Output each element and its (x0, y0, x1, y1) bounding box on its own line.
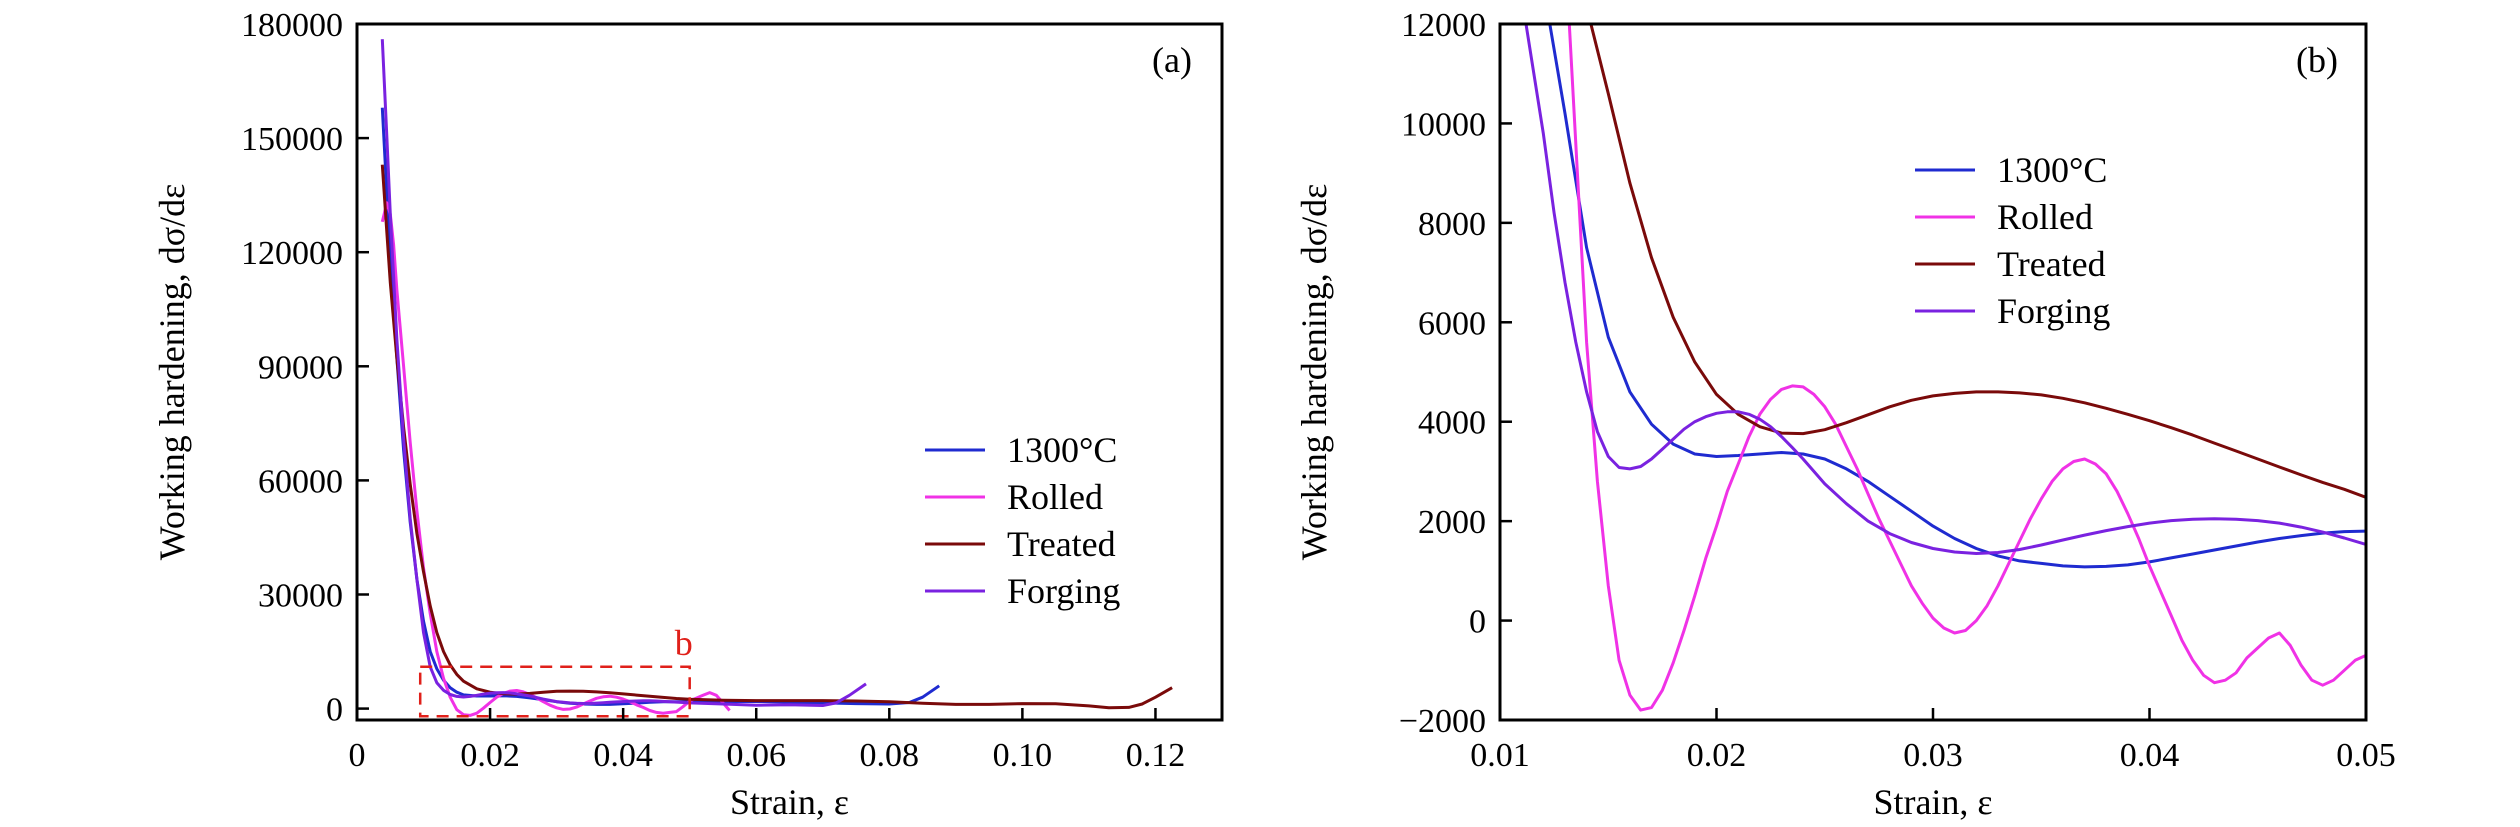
zoom-box-label: b (675, 623, 693, 663)
series-line-a-0 (380, 107, 941, 706)
y-axis-b: −2000 0 2000 4000 6000 8000 10000 12000 (1399, 7, 1512, 740)
series-line-b-3 (1524, 24, 2366, 555)
y-axis-label-a: Working hardening, dσ/dε (152, 184, 192, 561)
legend-entry-label: Forging (1007, 571, 1120, 611)
legend-a: 1300°C Rolled Treated Forging (925, 430, 1120, 611)
x-axis-a: 0 0.02 0.04 0.06 0.08 0.10 0.12 (349, 708, 1186, 774)
zoom-annotation: b (418, 623, 693, 718)
y-axis-label-b: Working hardening, dσ/dε (1294, 184, 1334, 561)
x-tick-label: 0.02 (460, 737, 520, 774)
legend-entry-label: Rolled (1007, 477, 1103, 517)
legend-entry-label: Treated (1997, 244, 2106, 284)
chart-panel-b: 0.01 0.02 0.03 0.04 0.05 −2000 0 2000 4000 6000 8… (1294, 7, 2396, 822)
y-tick-label: 2000 (1418, 504, 1486, 541)
y-tick-label: 30000 (258, 577, 343, 614)
y-tick-label: 8000 (1418, 206, 1486, 243)
y-tick-label: 180000 (241, 7, 343, 44)
y-tick-label: 150000 (241, 121, 343, 158)
legend-entry-label: Treated (1007, 524, 1116, 564)
x-tick-label: 0.06 (726, 737, 786, 774)
y-tick-label: 6000 (1418, 305, 1486, 342)
series-line-b-0 (1548, 24, 2366, 569)
x-axis-label-a: Strain, ε (730, 782, 849, 822)
plot-frame-a (355, 22, 1224, 722)
x-axis-b: 0.01 0.02 0.03 0.04 0.05 (1470, 708, 2396, 774)
x-tick-label: 0.04 (2120, 737, 2180, 774)
legend-entry-label: Rolled (1997, 197, 2093, 237)
x-tick-label: 0.04 (593, 737, 653, 774)
legend-entry-label: 1300°C (1007, 430, 1117, 470)
series-line-b-1 (1567, 24, 2366, 712)
y-tick-label: 0 (326, 692, 343, 729)
chart-panel-a: b 0 0.02 0.04 0.06 0.08 0.10 0.12 0 30000 60000 9… (152, 7, 1224, 822)
x-tick-label: 0.08 (860, 737, 920, 774)
y-tick-label: 120000 (241, 235, 343, 272)
x-tick-label: 0.05 (2336, 737, 2396, 774)
y-tick-label: 12000 (1401, 7, 1486, 44)
legend-entry-label: Forging (1997, 291, 2110, 331)
y-axis-a: 0 30000 60000 90000 120000 150000 180000 (241, 7, 369, 729)
series-line-a-2 (380, 164, 1173, 710)
legend-entry-label: 1300°C (1997, 150, 2107, 190)
y-tick-label: −2000 (1399, 703, 1486, 740)
x-tick-label: 0.12 (1126, 737, 1186, 774)
y-tick-label: 90000 (258, 349, 343, 386)
x-tick-label: 0.02 (1687, 737, 1747, 774)
x-tick-label: 0.03 (1903, 737, 1963, 774)
x-tick-label: 0.10 (993, 737, 1053, 774)
y-tick-label: 10000 (1401, 106, 1486, 143)
y-tick-label: 0 (1469, 604, 1486, 641)
legend-b: 1300°C Rolled Treated Forging (1915, 150, 2110, 331)
x-tick-label: 0.01 (1470, 737, 1530, 774)
x-tick-label: 0 (349, 737, 366, 774)
panel-tag-a: (a) (1152, 40, 1192, 80)
y-tick-label: 4000 (1418, 405, 1486, 442)
series-line-b-2 (1589, 24, 2366, 499)
series-line-a-3 (380, 39, 867, 707)
series-group-b (1524, 24, 2366, 712)
series-group-a (380, 39, 1173, 717)
y-tick-label: 60000 (258, 463, 343, 500)
panel-tag-b: (b) (2296, 40, 2338, 80)
x-axis-label-b: Strain, ε (1873, 782, 1992, 822)
